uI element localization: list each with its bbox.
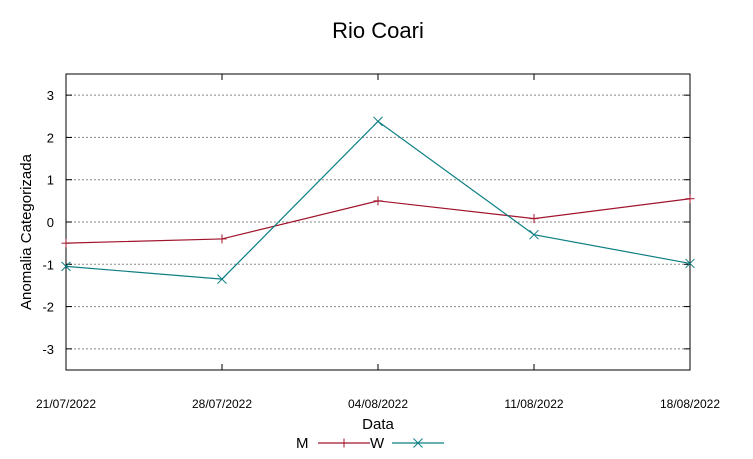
legend-label: M [296,435,309,452]
y-tick-label: 1 [47,173,54,188]
data-point-w [217,274,227,284]
legend-marker [339,438,349,448]
x-tick-label: 04/08/2022 [348,397,408,411]
data-point-m [61,238,71,248]
y-tick-label: -1 [42,257,54,272]
x-ticks: 21/07/2022 28/07/2022 04/08/2022 11/08/2022… [36,74,720,411]
data-point-w [529,229,539,240]
data-point-w [685,258,695,269]
x-tick-label: 18/08/2022 [660,397,720,411]
data-point-m [217,234,227,244]
data-point-w [373,116,383,127]
data-point-m [529,214,539,224]
legend-marker [413,438,423,448]
data-point-w [61,261,71,272]
y-tick-label: 2 [47,130,54,145]
y-tick-label: -3 [42,342,54,357]
legend-label: W [370,435,385,452]
y-tick-label: -2 [42,300,54,315]
series-line-m [65,198,691,244]
data-point-m [373,196,383,206]
x-tick-label: 21/07/2022 [36,397,96,411]
grid [66,94,690,350]
y-tick-label: 0 [47,215,54,230]
chart-title: Rio Coari [332,18,424,43]
y-axis-label: Anomalia Categorizada [18,153,35,310]
x-axis-label: Data [362,416,394,433]
data-point-m [685,194,695,204]
y-ticks: 3 2 1 0 -1 -2 -3 [42,88,690,357]
x-tick-label: 28/07/2022 [192,397,252,411]
x-tick-label: 11/08/2022 [504,397,563,411]
y-tick-label: 3 [47,88,54,103]
series [61,116,695,284]
